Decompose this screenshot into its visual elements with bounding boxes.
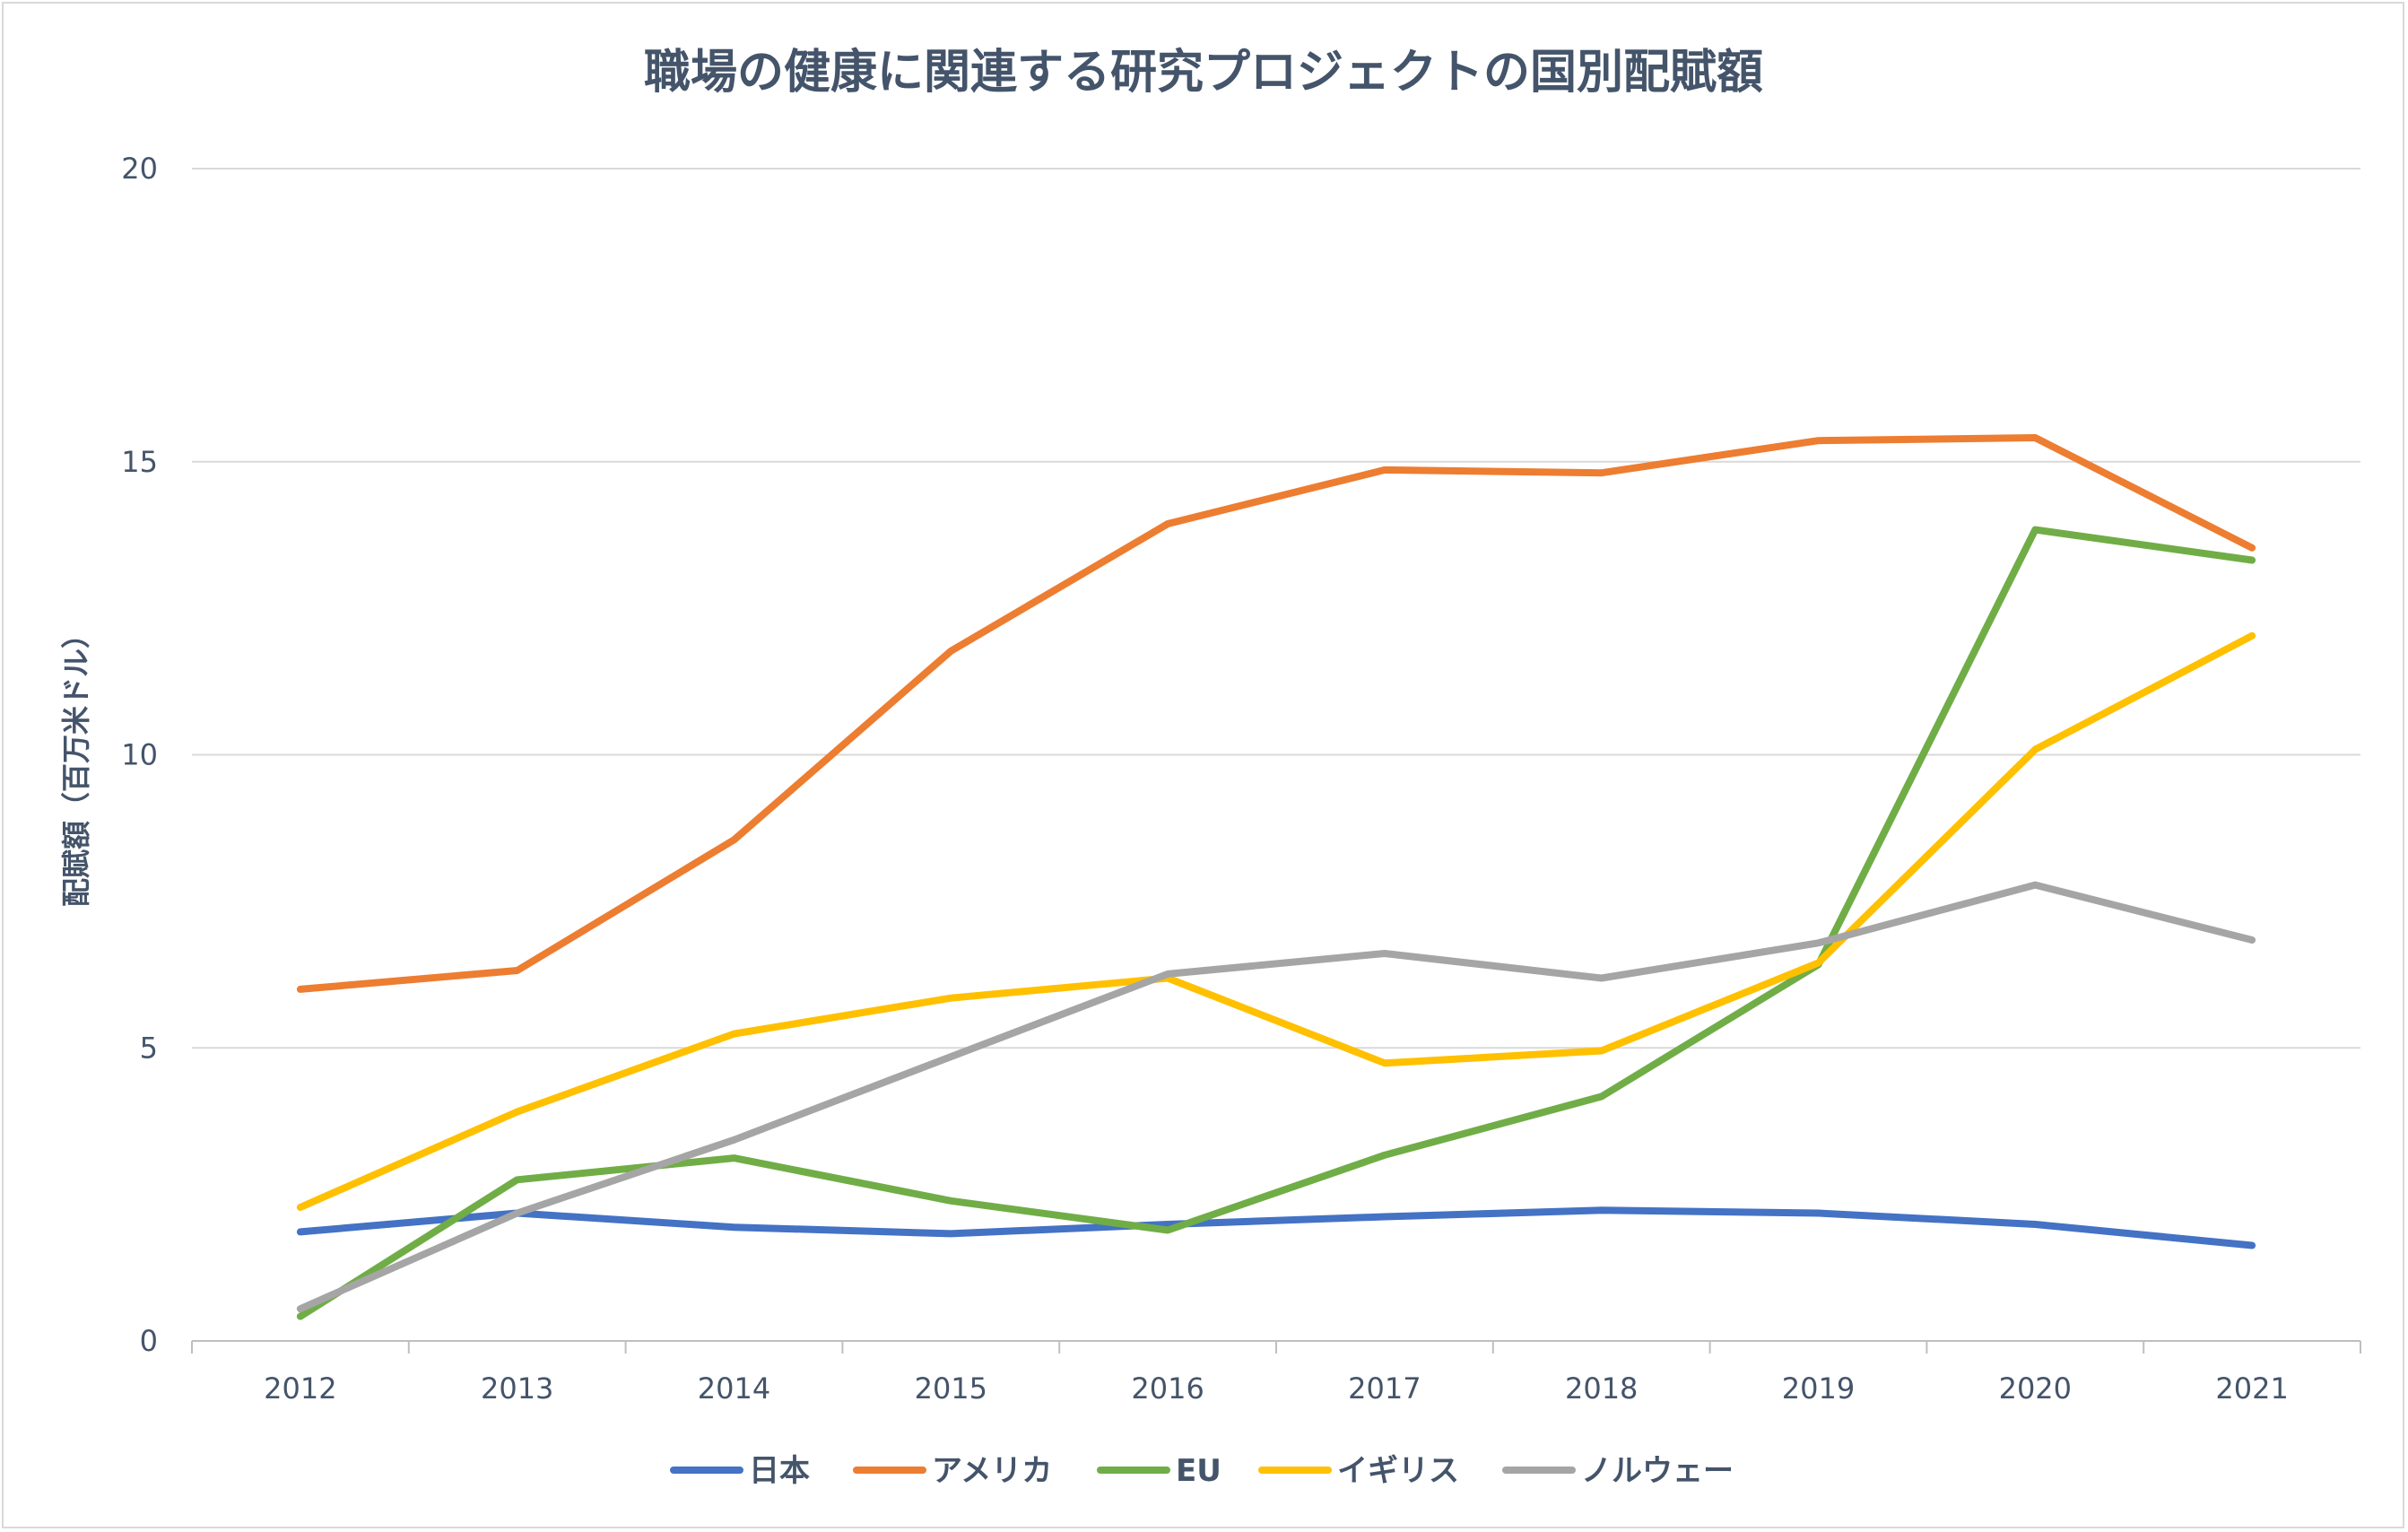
chart-title: 職場の健康に関連する研究プロジェクトの国別配賦額 — [644, 46, 1763, 100]
legend-item: EU — [1097, 1453, 1221, 1489]
legend-label: ノルウェー — [1581, 1453, 1734, 1489]
series-line-日本 — [296, 1206, 2256, 1249]
y-tick-label: 5 — [140, 1031, 158, 1065]
y-tick-label: 20 — [121, 152, 158, 186]
legend-item: ノルウェー — [1502, 1453, 1734, 1489]
x-tick-label: 2014 — [698, 1371, 770, 1406]
legend-item: イギリス — [1258, 1453, 1459, 1489]
legend-label: イギリス — [1337, 1453, 1459, 1489]
series-line-アメリカ — [296, 434, 2256, 993]
y-tick-label: 10 — [121, 738, 158, 772]
legend-label: EU — [1176, 1453, 1221, 1489]
x-tick-label: 2016 — [1131, 1371, 1204, 1406]
y-tick-label: 0 — [140, 1324, 158, 1358]
legend-label: 日本 — [749, 1453, 810, 1489]
x-tick-label: 2021 — [2215, 1371, 2288, 1406]
y-tick-label: 15 — [121, 445, 158, 479]
legend-label: アメリカ — [932, 1453, 1052, 1489]
x-tick-label: 2017 — [1348, 1371, 1421, 1406]
series-line-EU — [296, 526, 2256, 1320]
x-tick-label: 2012 — [264, 1371, 336, 1406]
x-tick-label: 2015 — [915, 1371, 987, 1406]
series-line-イギリス — [296, 631, 2256, 1211]
legend-item: アメリカ — [853, 1453, 1052, 1489]
x-tick-label: 2018 — [1565, 1371, 1638, 1406]
x-tick-label: 2019 — [1782, 1371, 1855, 1406]
legend-item: 日本 — [670, 1453, 810, 1489]
x-tick-label: 2020 — [1999, 1371, 2072, 1406]
y-axis-label: 配賦額（百万米ドル） — [59, 620, 93, 907]
x-tick-label: 2013 — [481, 1371, 553, 1406]
series-line-ノルウェー — [296, 881, 2256, 1313]
